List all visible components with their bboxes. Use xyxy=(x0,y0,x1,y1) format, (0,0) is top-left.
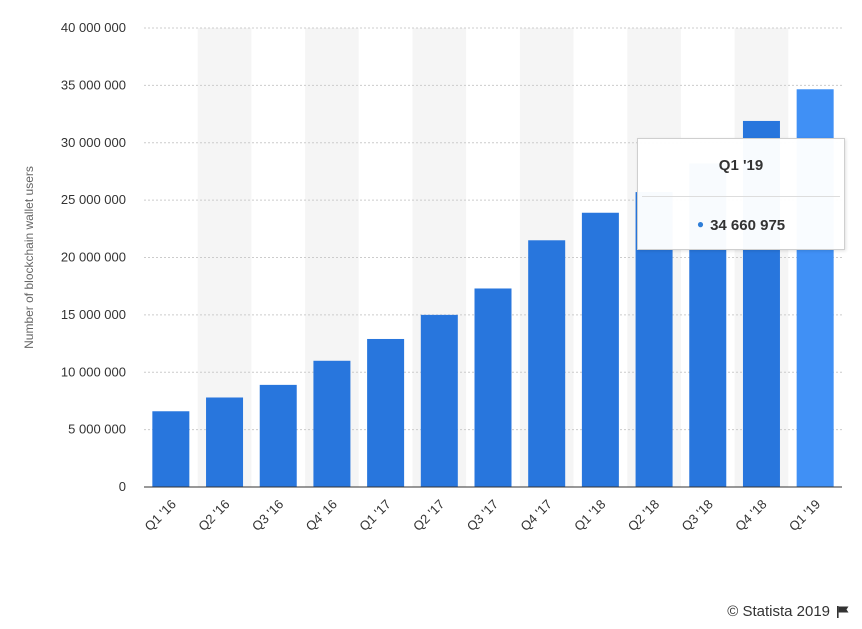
x-tick-label: Q1 '18 xyxy=(571,497,608,534)
bar[interactable] xyxy=(420,314,458,487)
bar[interactable] xyxy=(528,240,566,487)
y-tick-label: 20 000 000 xyxy=(61,250,126,265)
tooltip-divider xyxy=(642,196,840,197)
y-tick-label: 0 xyxy=(119,479,126,494)
y-tick-label: 25 000 000 xyxy=(61,192,126,207)
y-axis-title: Number of blockchain wallet users xyxy=(22,166,36,349)
bar[interactable] xyxy=(581,212,619,487)
credit-link[interactable]: © Statista 2019 xyxy=(727,603,830,620)
x-tick-label: Q3 '16 xyxy=(249,497,286,534)
series-dot-icon: ● xyxy=(696,217,705,231)
y-tick-label: 5 000 000 xyxy=(68,422,126,437)
x-tick-label: Q4' 16 xyxy=(303,497,340,534)
y-tick-label: 10 000 000 xyxy=(61,364,126,379)
tooltip-value-row: ● 34 660 975 xyxy=(638,217,844,234)
bar[interactable] xyxy=(152,411,190,487)
x-axis-ticks: Q1 '16 Q2 '16 Q3 '16 Q4' 16 Q1 '17 Q2 '17 Q3 '… xyxy=(142,497,824,534)
bar[interactable] xyxy=(474,288,512,487)
x-tick-label: Q2 '17 xyxy=(410,497,447,534)
x-tick-label: Q1 '19 xyxy=(786,497,823,534)
bar[interactable] xyxy=(367,338,405,487)
y-tick-label: 40 000 000 xyxy=(61,20,126,35)
y-axis-ticks: 0 5 000 000 10 000 000 15 000 000 20 000 000… xyxy=(61,20,126,494)
tooltip-title: Q1 '19 xyxy=(718,157,764,174)
x-tick-label: Q1 '17 xyxy=(356,497,393,534)
y-tick-label: 15 000 000 xyxy=(61,307,126,322)
tooltip-value: 34 660 975 xyxy=(710,217,786,234)
bar[interactable] xyxy=(313,360,351,487)
bar[interactable] xyxy=(206,397,244,487)
tooltip: Q1 '19 ● 34 660 975 xyxy=(637,138,845,250)
flag-icon[interactable] xyxy=(836,605,850,619)
y-tick-label: 30 000 000 xyxy=(61,135,126,150)
y-tick-label: 35 000 000 xyxy=(61,77,126,92)
bar[interactable] xyxy=(259,384,297,487)
x-tick-label: Q3 '18 xyxy=(678,497,715,534)
x-tick-label: Q4 '18 xyxy=(732,497,769,534)
source-credit: © Statista 2019 xyxy=(727,603,850,620)
x-tick-label: Q2 '16 xyxy=(195,497,232,534)
x-tick-label: Q3 '17 xyxy=(464,497,501,534)
x-tick-label: Q2 '18 xyxy=(625,497,662,534)
x-tick-label: Q1 '16 xyxy=(142,497,179,534)
x-tick-label: Q4 '17 xyxy=(517,497,554,534)
